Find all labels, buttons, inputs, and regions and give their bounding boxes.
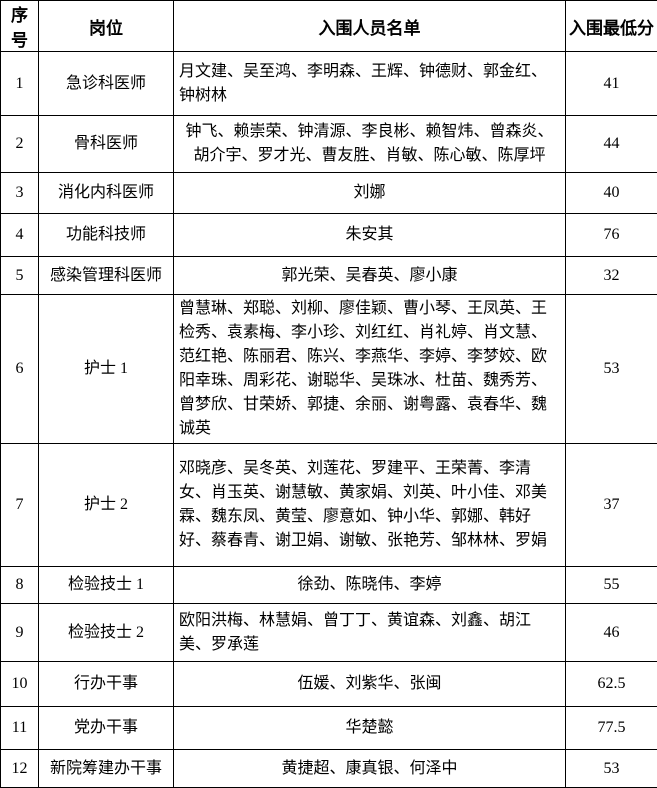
names-cell: 华楚懿	[174, 707, 566, 750]
row-number-cell: 5	[1, 257, 39, 295]
names-cell: 欧阳洪梅、林慧娟、曾丁丁、黄谊森、刘鑫、胡江美、罗承莲	[174, 604, 566, 662]
position-cell: 急诊科医师	[39, 52, 174, 116]
row-number-cell: 1	[1, 52, 39, 116]
score-cell: 53	[566, 295, 657, 444]
names-cell: 郭光荣、吴春英、廖小康	[174, 257, 566, 295]
score-cell: 76	[566, 214, 657, 257]
score-cell: 32	[566, 257, 657, 295]
position-cell: 消化内科医师	[39, 173, 174, 214]
score-cell: 44	[566, 116, 657, 173]
names-cell: 黄捷超、康真银、何泽中	[174, 750, 566, 788]
header-岗位: 岗位	[39, 1, 174, 52]
row-number-cell: 11	[1, 707, 39, 750]
score-cell: 40	[566, 173, 657, 214]
header-入围最低分: 入围最低分	[566, 1, 657, 52]
position-cell: 检验技士 1	[39, 567, 174, 604]
row-number-cell: 12	[1, 750, 39, 788]
names-cell: 邓晓彦、吴冬英、刘莲花、罗建平、王荣菁、李清女、肖玉英、谢慧敏、黄家娟、刘英、叶…	[174, 444, 566, 567]
names-cell: 曾慧琳、郑聪、刘柳、廖佳颖、曹小琴、王凤英、王检秀、袁素梅、李小珍、刘红红、肖礼…	[174, 295, 566, 444]
position-cell: 检验技士 2	[39, 604, 174, 662]
position-cell: 功能科技师	[39, 214, 174, 257]
row-number-cell: 8	[1, 567, 39, 604]
names-cell: 月文建、吴至鸿、李明森、王辉、钟德财、郭金红、钟树林	[174, 52, 566, 116]
position-cell: 行办干事	[39, 662, 174, 707]
header-row: 序号 岗位 入围人员名单 入围最低分	[1, 1, 657, 52]
names-cell: 徐劲、陈晓伟、李婷	[174, 567, 566, 604]
row-number-cell: 10	[1, 662, 39, 707]
row-number-cell: 9	[1, 604, 39, 662]
score-cell: 77.5	[566, 707, 657, 750]
score-cell: 62.5	[566, 662, 657, 707]
names-cell: 刘娜	[174, 173, 566, 214]
row-number-cell: 2	[1, 116, 39, 173]
row-number-cell: 4	[1, 214, 39, 257]
names-cell: 朱安其	[174, 214, 566, 257]
score-cell: 53	[566, 750, 657, 788]
score-cell: 46	[566, 604, 657, 662]
header-序号: 序号	[1, 1, 39, 52]
position-cell: 党办干事	[39, 707, 174, 750]
position-cell: 新院筹建办干事	[39, 750, 174, 788]
row-number-cell: 7	[1, 444, 39, 567]
row-number-cell: 3	[1, 173, 39, 214]
score-cell: 41	[566, 52, 657, 116]
table-header: 序号 岗位 入围人员名单 入围最低分	[1, 1, 657, 52]
position-cell: 护士 2	[39, 444, 174, 567]
position-cell: 感染管理科医师	[39, 257, 174, 295]
row-number-cell: 6	[1, 295, 39, 444]
score-cell: 37	[566, 444, 657, 567]
position-cell: 骨科医师	[39, 116, 174, 173]
score-cell: 55	[566, 567, 657, 604]
position-cell: 护士 1	[39, 295, 174, 444]
names-cell: 钟飞、赖崇荣、钟清源、李良彬、赖智炜、曾森炎、胡介宇、罗才光、曹友胜、肖敏、陈心…	[174, 116, 566, 173]
header-入围人员名单: 入围人员名单	[174, 1, 566, 52]
names-cell: 伍媛、刘紫华、张闽	[174, 662, 566, 707]
